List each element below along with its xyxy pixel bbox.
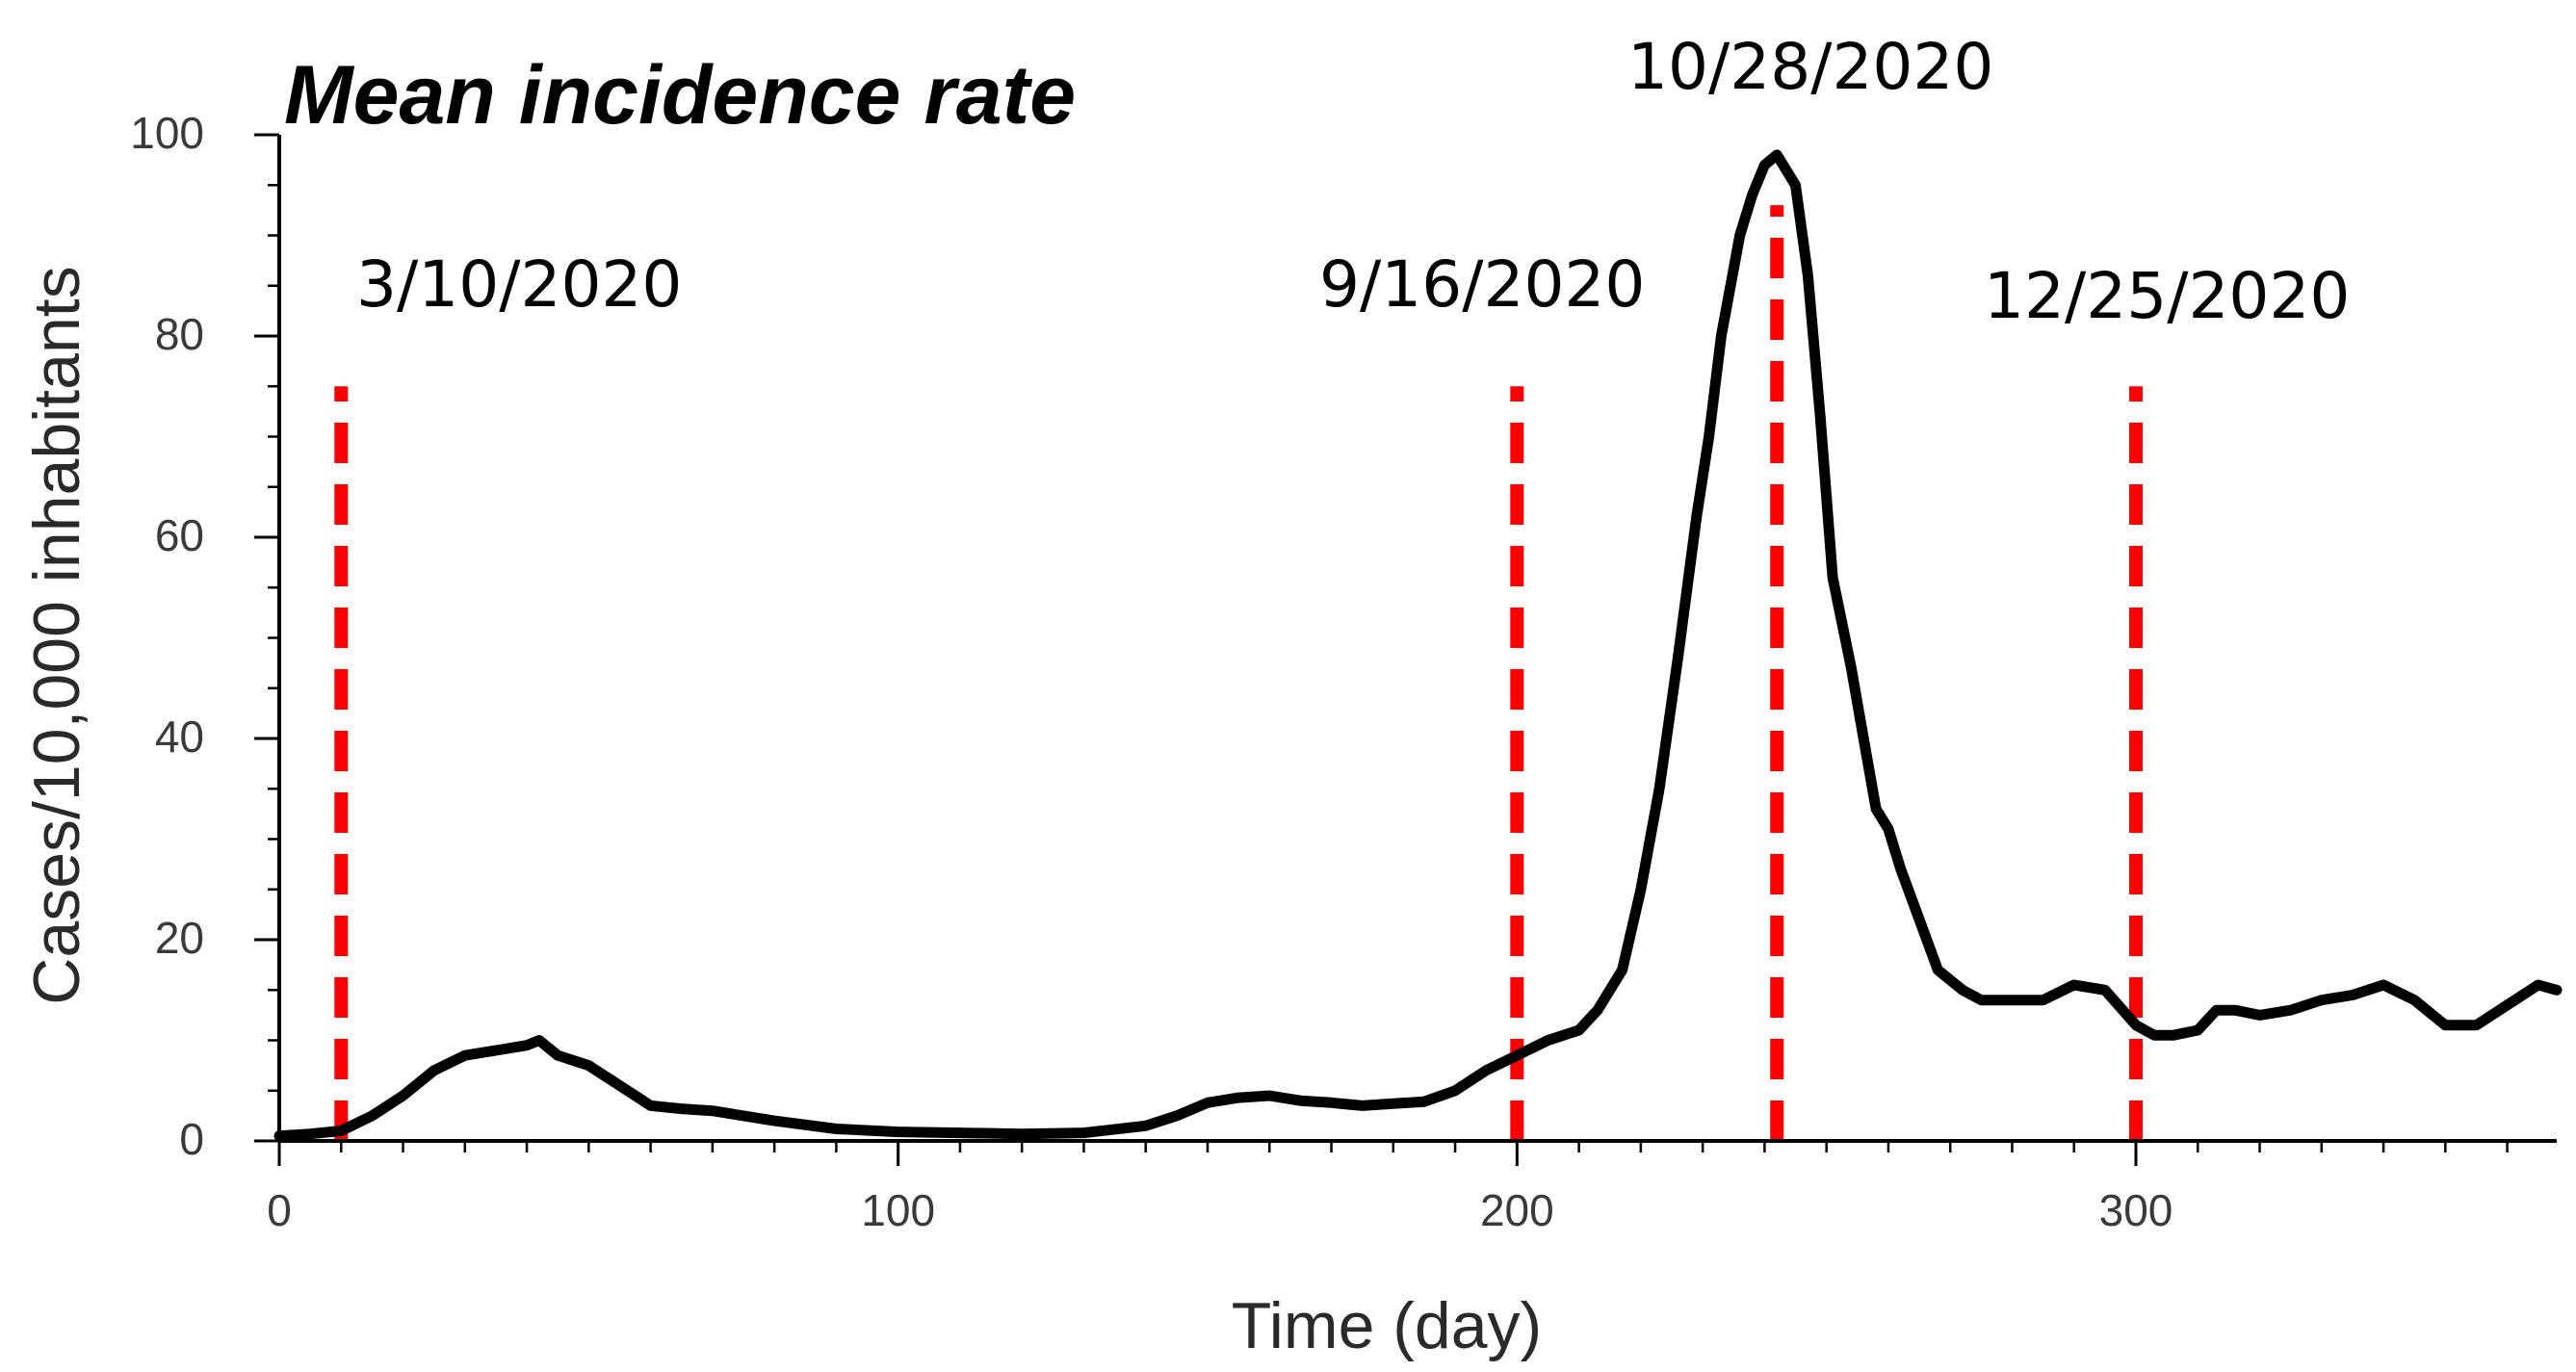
y-tick-label: 100 <box>130 108 204 158</box>
x-tick-label: 300 <box>2099 1185 2173 1235</box>
x-tick-label: 100 <box>861 1185 935 1235</box>
y-tick-label: 20 <box>155 913 204 963</box>
y-tick-label: 40 <box>155 712 204 762</box>
series-line <box>273 149 2563 1142</box>
axes-group <box>277 135 2557 1143</box>
annotation-label: 3/10/2020 <box>356 247 682 322</box>
annotation-label: 12/25/2020 <box>1984 259 2350 333</box>
x-tick-label: 0 <box>267 1185 292 1235</box>
x-tick-label: 200 <box>1480 1185 1554 1235</box>
y-tick-label: 0 <box>179 1114 204 1164</box>
y-tick-label: 80 <box>155 309 204 359</box>
x-axis-title: Time (day) <box>1232 1289 1542 1362</box>
chart-title: Mean incidence rate <box>284 49 1076 142</box>
annotation-label: 9/16/2020 <box>1319 247 1645 322</box>
tick-labels: 0 100 200 300 0 20 40 60 80 100 <box>130 108 2173 1235</box>
date-marker-lines <box>334 205 2143 1141</box>
y-tick-label: 60 <box>155 510 204 560</box>
annotation-label: 10/28/2020 <box>1627 30 1993 104</box>
series-group <box>273 149 2563 1142</box>
y-axis-title: Cases/10,000 inhabitants <box>20 266 93 1004</box>
annotation-labels: 3/10/2020 9/16/2020 10/28/2020 12/25/2020 <box>356 30 2350 333</box>
